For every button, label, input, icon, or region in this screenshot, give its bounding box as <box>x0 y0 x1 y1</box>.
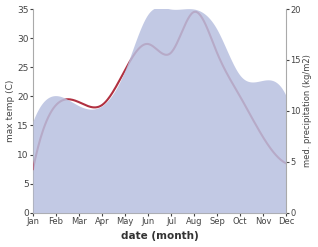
X-axis label: date (month): date (month) <box>121 231 198 242</box>
Y-axis label: med. precipitation (kg/m2): med. precipitation (kg/m2) <box>303 54 313 167</box>
Y-axis label: max temp (C): max temp (C) <box>5 80 15 142</box>
